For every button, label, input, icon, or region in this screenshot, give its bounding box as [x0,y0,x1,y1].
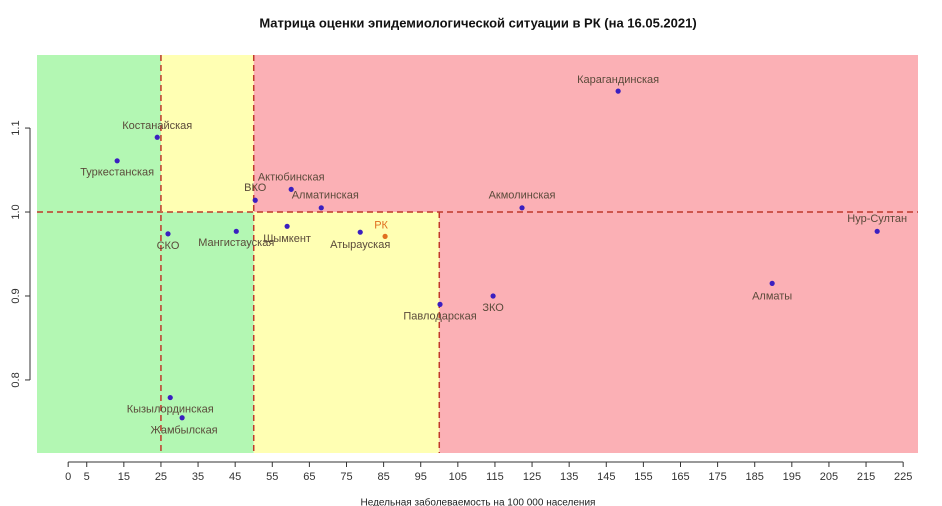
x-tick-label: 185 [746,471,764,483]
point-label: Павлодарская [403,310,476,322]
point [874,228,880,234]
x-tick-label: 115 [486,471,504,483]
point-label: Карагандинская [577,74,659,86]
point [165,231,171,237]
point-label: Алматинская [292,190,359,202]
x-tick-label: 35 [192,471,204,483]
x-tick-label: 215 [857,471,875,483]
x-tick-label: 0 [65,471,71,483]
y-tick-label: 1.1 [10,120,22,135]
zone [439,212,918,453]
point-label: Нур-Султан [847,213,907,225]
x-tick-label: 145 [597,471,615,483]
point [167,394,173,401]
x-tick-label: 105 [449,471,467,483]
y-tick-label: 0.8 [10,372,22,387]
x-tick-label: 225 [894,471,912,483]
x-axis-label: Недельная заболеваемость на 100 000 насе… [361,497,596,506]
point [318,205,324,211]
x-tick-label: 5 [84,471,90,483]
point [519,205,525,211]
point [769,280,775,286]
point [615,88,621,94]
x-tick-label: 205 [820,471,838,483]
point [154,134,160,140]
zone [160,55,254,213]
point [437,301,443,307]
x-tick-label: 25 [155,471,167,483]
x-tick-label: 195 [783,471,801,483]
x-tick-label: 45 [229,471,241,483]
x-tick-label: 135 [560,471,578,483]
point-label: Туркестанская [80,167,154,179]
point-label: Алматы [752,290,792,302]
point-label: Шымкент [263,233,311,245]
x-tick-label: 15 [118,471,130,483]
x-tick-label: 175 [708,471,726,483]
x-tick-label: 55 [266,471,278,483]
point-label: Атырауская [330,239,390,251]
x-tick-label: 155 [634,471,652,483]
point-label: СКО [157,240,180,252]
point [233,228,239,234]
zone [160,212,254,453]
x-tick-label: 95 [415,471,427,483]
point-label: Костанайская [122,120,192,132]
x-tick-label: 165 [671,471,689,483]
point-label: ЗКО [482,302,504,314]
point-label: Кызылординская [127,403,214,415]
point-label: Акмолинская [489,190,556,202]
point-label: Актюбинская [258,171,325,183]
x-tick-label: 85 [377,471,389,483]
zone [253,212,440,453]
point [252,197,258,203]
point [490,293,496,299]
point [179,415,185,421]
x-tick-label: 75 [340,471,352,483]
chart-title: Матрица оценки эпидемиологической ситуац… [259,15,696,30]
zone [253,55,919,213]
x-tick-label: 125 [523,471,541,483]
x-tick-label: 65 [303,471,315,483]
point-label: ВКО [244,182,267,194]
point [382,233,388,239]
point [284,223,290,229]
point-label: Жамбылская [151,425,218,437]
zone [37,55,161,453]
y-tick-label: 1.0 [10,204,22,219]
point-label: Мангистауская [198,237,274,249]
point [114,158,120,164]
point [357,229,363,235]
point [288,186,294,192]
y-tick-label: 0.9 [10,288,22,303]
point-label: РК [374,219,388,231]
